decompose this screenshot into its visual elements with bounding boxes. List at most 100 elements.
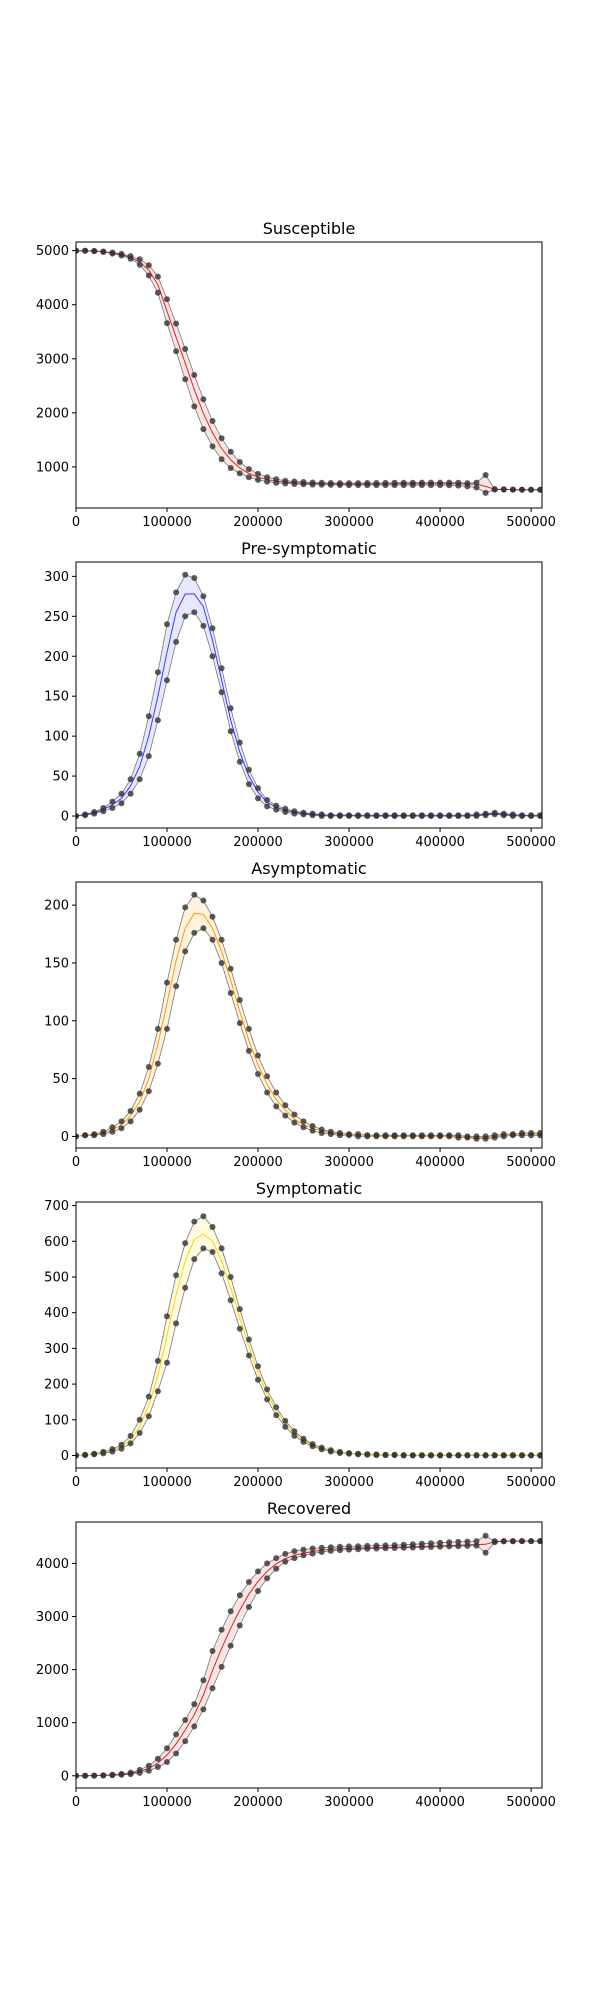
susceptible-y-tick-label: 2000 bbox=[36, 406, 69, 421]
recovered-lower-point bbox=[273, 1565, 280, 1572]
recovered-lower-point bbox=[209, 1685, 216, 1692]
asymptomatic-lower-point bbox=[173, 983, 180, 990]
recovered-lower-point bbox=[154, 1764, 161, 1770]
recovered-lower-point bbox=[509, 1538, 516, 1545]
symptomatic-x-tick-label: 500000 bbox=[506, 1475, 556, 1490]
pre-symptomatic-lower-point bbox=[127, 790, 134, 797]
pre-symptomatic-upper-point bbox=[127, 776, 134, 783]
susceptible-lower-point bbox=[282, 480, 289, 487]
asymptomatic-lower-point bbox=[318, 1130, 325, 1136]
symptomatic-mean-line bbox=[76, 1233, 541, 1456]
pre-symptomatic-lower-point bbox=[391, 813, 398, 819]
pre-symptomatic-lower-point bbox=[200, 622, 207, 629]
recovered-x-tick-label: 300000 bbox=[324, 1795, 374, 1810]
symptomatic-upper-point bbox=[227, 1274, 234, 1280]
susceptible-lower-point bbox=[464, 483, 471, 490]
recovered-lower-point bbox=[282, 1558, 289, 1565]
asymptomatic-lower-point bbox=[154, 1060, 161, 1067]
symptomatic-x-tick-label: 400000 bbox=[415, 1475, 465, 1490]
symptomatic-lower-point bbox=[391, 1452, 398, 1459]
recovered-lower-point bbox=[437, 1543, 444, 1550]
susceptible-upper-point bbox=[473, 479, 480, 486]
recovered-upper-point bbox=[318, 1544, 325, 1551]
recovered-lower-point bbox=[318, 1549, 325, 1555]
symptomatic-lower-point bbox=[491, 1452, 498, 1459]
pre-symptomatic-axes-frame bbox=[75, 561, 543, 829]
susceptible-lower-point bbox=[491, 486, 498, 493]
asymptomatic-upper-point bbox=[227, 965, 234, 972]
symptomatic-lower-point bbox=[418, 1452, 425, 1459]
asymptomatic-upper-point bbox=[127, 1108, 134, 1114]
susceptible-y-tick-label: 3000 bbox=[36, 352, 69, 367]
susceptible-x-tick-label: 0 bbox=[72, 515, 80, 530]
susceptible-lower-point bbox=[264, 478, 271, 485]
susceptible-x-tick-label: 200000 bbox=[233, 515, 283, 530]
asymptomatic-lower-point bbox=[455, 1134, 462, 1141]
susceptible-upper-point bbox=[200, 396, 207, 403]
recovered-lower-point bbox=[91, 1772, 98, 1779]
recovered-lower-point bbox=[528, 1538, 535, 1545]
recovered-lower-point bbox=[245, 1604, 252, 1610]
symptomatic-confidence-band bbox=[76, 1216, 541, 1456]
symptomatic-lower-point bbox=[336, 1450, 343, 1456]
asymptomatic-lower-point bbox=[355, 1133, 362, 1140]
recovered-y-tick-label: 4000 bbox=[36, 1557, 69, 1572]
recovered-lower-point bbox=[346, 1546, 352, 1553]
pre-symptomatic-lower-point bbox=[491, 811, 498, 818]
recovered-x-tick-label: 200000 bbox=[233, 1795, 283, 1810]
susceptible-lower-point bbox=[109, 250, 116, 257]
symptomatic-upper-point bbox=[282, 1417, 289, 1424]
recovered-lower-point bbox=[446, 1543, 453, 1550]
pre-symptomatic-lower-point bbox=[355, 813, 362, 819]
symptomatic-lower-point bbox=[500, 1452, 507, 1459]
susceptible-lower-point bbox=[82, 247, 89, 254]
asymptomatic-mean-line bbox=[76, 912, 541, 1139]
recovered-y-tick-label: 3000 bbox=[36, 1610, 69, 1625]
pre-symptomatic-lower-point bbox=[100, 808, 107, 815]
symptomatic-lower-point bbox=[400, 1452, 407, 1459]
susceptible-lower-point bbox=[318, 481, 325, 488]
pre-symptomatic-lower-line bbox=[76, 611, 541, 817]
asymptomatic-lower-point bbox=[200, 925, 207, 932]
recovered-panel: Recovered 0 100000 200000 300000 400000 500000… bbox=[36, 1499, 556, 1810]
recovered-lower-point bbox=[264, 1575, 271, 1582]
susceptible-y-tick-label: 1000 bbox=[36, 460, 69, 475]
susceptible-panel: Susceptible 0 100000 200000 300000 400000 5000… bbox=[36, 219, 556, 530]
symptomatic-x-tick-label: 300000 bbox=[324, 1475, 374, 1490]
asymptomatic-upper-point bbox=[154, 1025, 161, 1032]
pre-symptomatic-y-tick-label: 250 bbox=[44, 610, 69, 625]
symptomatic-lower-point bbox=[282, 1423, 289, 1430]
pre-symptomatic-lower-point bbox=[282, 809, 289, 815]
symptomatic-lower-point bbox=[364, 1451, 371, 1458]
pre-symptomatic-lower-point bbox=[82, 812, 89, 819]
pre-symptomatic-upper-point bbox=[236, 739, 243, 746]
symptomatic-lower-point bbox=[227, 1297, 234, 1304]
pre-symptomatic-y-tick-label: 100 bbox=[44, 730, 69, 745]
pre-symptomatic-lower-point bbox=[136, 776, 143, 783]
pre-symptomatic-lower-point bbox=[464, 813, 471, 819]
asymptomatic-x-tick-label: 500000 bbox=[506, 1155, 556, 1170]
recovered-lower-point bbox=[300, 1552, 307, 1559]
asymptomatic-lower-point bbox=[509, 1132, 516, 1139]
recovered-upper-point bbox=[173, 1731, 180, 1738]
recovered-lower-point bbox=[191, 1723, 198, 1730]
symptomatic-upper-point bbox=[145, 1393, 152, 1400]
symptomatic-lower-point bbox=[382, 1452, 389, 1459]
pre-symptomatic-lower-point bbox=[327, 813, 334, 819]
pre-symptomatic-upper-point bbox=[145, 713, 152, 720]
pre-symptomatic-lower-point bbox=[300, 811, 307, 818]
pre-symptomatic-lower-point bbox=[418, 813, 425, 819]
pre-symptomatic-x-tick-label: 400000 bbox=[415, 835, 465, 850]
pre-symptomatic-lower-point bbox=[218, 689, 225, 696]
susceptible-upper-point bbox=[154, 273, 161, 280]
pre-symptomatic-y-tick-label: 300 bbox=[44, 570, 69, 585]
symptomatic-lower-point bbox=[428, 1452, 434, 1459]
pre-symptomatic-lower-point bbox=[500, 812, 507, 819]
recovered-upper-point bbox=[446, 1539, 453, 1546]
recovered-upper-point bbox=[182, 1717, 189, 1723]
susceptible-lower-point bbox=[291, 481, 298, 487]
asymptomatic-x-tick-label: 100000 bbox=[142, 1155, 192, 1170]
recovered-lower-point bbox=[455, 1543, 462, 1550]
asymptomatic-lower-point bbox=[264, 1089, 271, 1096]
